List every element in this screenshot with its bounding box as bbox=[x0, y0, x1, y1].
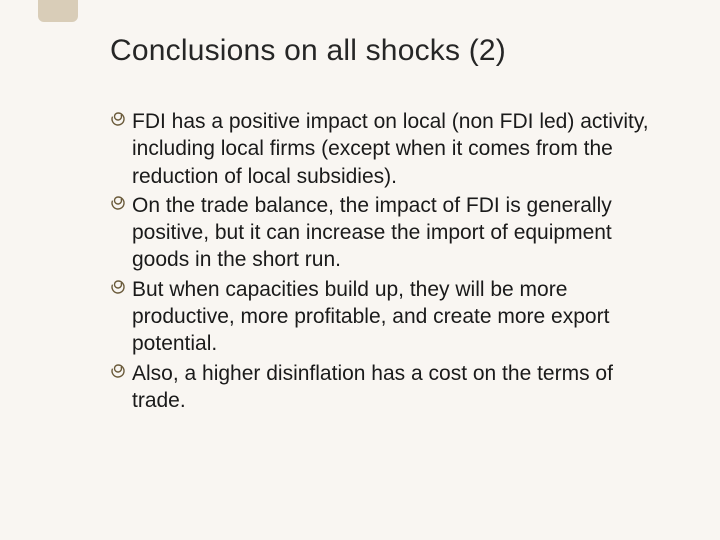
swirl-icon bbox=[110, 279, 126, 295]
list-item: On the trade balance, the impact of FDI … bbox=[110, 192, 660, 274]
list-item: Also, a higher disinflation has a cost o… bbox=[110, 360, 660, 415]
swirl-icon bbox=[110, 111, 126, 127]
bullet-text: Also, a higher disinflation has a cost o… bbox=[132, 362, 613, 412]
slide-title: Conclusions on all shocks (2) bbox=[110, 34, 660, 68]
bullet-text: FDI has a positive impact on local (non … bbox=[132, 110, 649, 188]
bullet-text: On the trade balance, the impact of FDI … bbox=[132, 194, 612, 272]
bullet-text: But when capacities build up, they will … bbox=[132, 278, 609, 356]
slide: Conclusions on all shocks (2) FDI has a … bbox=[0, 0, 720, 540]
list-item: But when capacities build up, they will … bbox=[110, 276, 660, 358]
swirl-icon bbox=[110, 363, 126, 379]
swirl-icon bbox=[110, 195, 126, 211]
bullet-list: FDI has a positive impact on local (non … bbox=[110, 108, 660, 414]
list-item: FDI has a positive impact on local (non … bbox=[110, 108, 660, 190]
